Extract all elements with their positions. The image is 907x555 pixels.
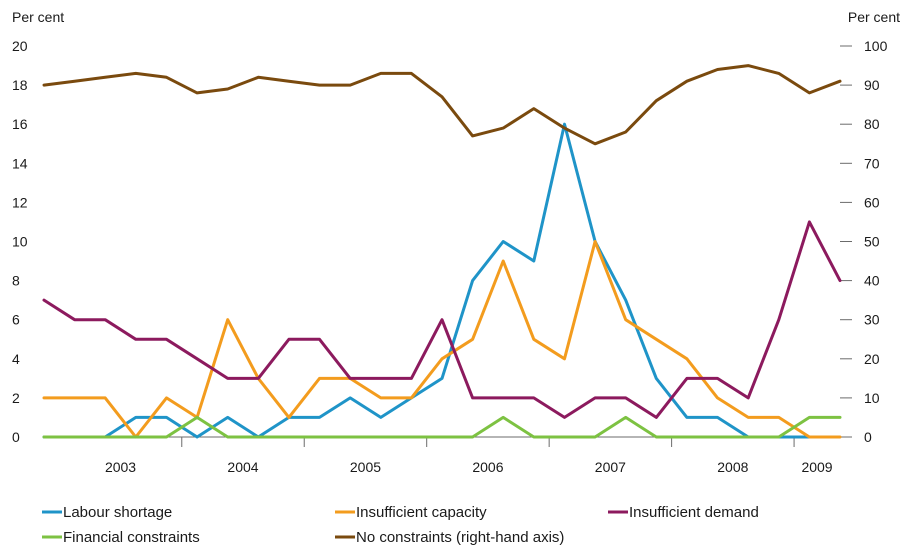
series-line-no-constraints	[42, 64, 842, 146]
legend-label-insufficient-demand: Insufficient demand	[629, 504, 759, 521]
left-tick-label: 2	[12, 390, 20, 406]
series-lines	[42, 64, 842, 439]
left-tick-label: 10	[12, 234, 28, 250]
left-tick-label: 14	[12, 155, 28, 171]
legend-label-financial-constraints: Financial constraints	[63, 529, 200, 546]
x-year-label: 2007	[595, 459, 626, 475]
right-axis: 0 10 20 30 40 50 60 70 80 90 100	[840, 38, 888, 445]
x-year-label: 2005	[350, 459, 381, 475]
right-tick-label: 90	[864, 77, 880, 93]
x-axis: 2003 2004 2005 2006 2007 2008 2009	[44, 436, 840, 475]
legend-label-labour-shortage: Labour shortage	[63, 504, 172, 521]
left-tick-label: 6	[12, 312, 20, 328]
x-year-label: 2003	[105, 459, 136, 475]
series-line-financial-constraints	[42, 415, 842, 439]
left-tick-label: 18	[12, 77, 28, 93]
x-year-label: 2004	[227, 459, 258, 475]
right-tick-label: 80	[864, 116, 880, 132]
right-tick-label: 70	[864, 155, 880, 171]
left-tick-label: 8	[12, 273, 20, 289]
series-line-insufficient-capacity	[42, 240, 842, 439]
left-tick-label: 4	[12, 351, 20, 367]
left-axis: 0 2 4 6 8 10 12 14 16 18 20	[12, 38, 28, 445]
right-tick-label: 30	[864, 312, 880, 328]
right-tick-label: 60	[864, 194, 880, 210]
right-tick-label: 10	[864, 390, 880, 406]
right-axis-label: Per cent	[848, 9, 900, 25]
left-tick-label: 16	[12, 116, 28, 132]
x-year-label: 2009	[801, 459, 832, 475]
legend: Labour shortage Insufficient capacity Insu…	[42, 504, 759, 546]
left-tick-label: 12	[12, 194, 28, 210]
series-line-insufficient-demand	[42, 220, 842, 419]
legend-label-no-constraints: No constraints (right-hand axis)	[356, 529, 564, 546]
left-tick-label: 0	[12, 429, 20, 445]
left-axis-label: Per cent	[12, 9, 64, 25]
right-tick-label: 0	[864, 429, 872, 445]
right-tick-label: 40	[864, 273, 880, 289]
left-tick-label: 20	[12, 38, 28, 54]
right-tick-label: 50	[864, 234, 880, 250]
series-line-labour-shortage	[42, 122, 811, 439]
x-year-label: 2006	[472, 459, 503, 475]
right-tick-label: 100	[864, 38, 888, 54]
right-tick-label: 20	[864, 351, 880, 367]
x-year-label: 2008	[717, 459, 748, 475]
legend-label-insufficient-capacity: Insufficient capacity	[356, 504, 487, 521]
